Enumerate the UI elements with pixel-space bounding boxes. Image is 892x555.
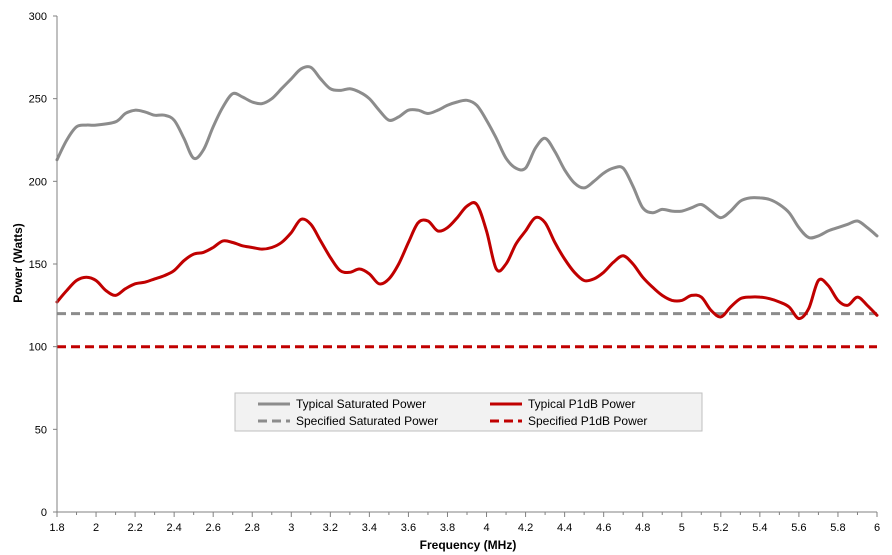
x-tick-label: 2.6 — [206, 522, 221, 534]
y-axis-ticks: 0 50 100 150 200 250 300 — [29, 11, 57, 519]
x-tick-label: 4.2 — [518, 522, 533, 534]
x-axis-title: Frequency (MHz) — [420, 538, 517, 552]
legend-label-typical-p1db-power: Typical P1dB Power — [528, 397, 635, 411]
x-tick-label: 3 — [288, 522, 294, 534]
x-tick-label: 1.8 — [49, 522, 64, 534]
legend-label-typical-saturated-power: Typical Saturated Power — [296, 397, 426, 411]
x-tick-label: 5.6 — [791, 522, 806, 534]
x-tick-label: 2 — [93, 522, 99, 534]
x-tick-label: 4.8 — [635, 522, 650, 534]
x-tick-label: 2.2 — [127, 522, 142, 534]
legend-box — [234, 392, 703, 432]
x-tick-label: 4 — [483, 522, 489, 534]
x-tick-label: 4.6 — [596, 522, 611, 534]
x-axis-ticks: 1.8 2 2.2 2.4 2.6 2.8 3 3.2 3.4 3.6 3.8 4 4.2 4.4 4.6 4… — [49, 512, 880, 534]
x-tick-label: 4.4 — [557, 522, 572, 534]
y-tick-label: 300 — [29, 11, 47, 23]
y-tick-label: 200 — [29, 176, 47, 188]
x-tick-label: 2.8 — [245, 522, 260, 534]
x-tick-label: 3.4 — [362, 522, 377, 534]
x-tick-label: 3.8 — [440, 522, 455, 534]
y-axis-title: Power (Watts) — [11, 223, 25, 303]
y-tick-label: 150 — [29, 259, 47, 271]
x-tick-label: 5.8 — [830, 522, 845, 534]
series-line-typical-saturated-power — [55, 65, 879, 240]
x-tick-label: 3.2 — [323, 522, 338, 534]
x-tick-label: 5.4 — [752, 522, 767, 534]
x-tick-label: 6 — [874, 522, 880, 534]
x-tick-label: 3.6 — [401, 522, 416, 534]
x-tick-label: 5 — [679, 522, 685, 534]
y-tick-label: 100 — [29, 342, 47, 354]
series-line-typical-p1db-power — [55, 201, 879, 321]
y-tick-label: 50 — [35, 424, 47, 436]
legend-label-specified-p1db-power: Specified P1dB Power — [528, 414, 647, 428]
y-tick-label: 0 — [41, 507, 47, 519]
y-tick-label: 250 — [29, 94, 47, 106]
x-tick-label: 2.4 — [166, 522, 181, 534]
series-layer — [55, 65, 879, 349]
legend-label-specified-saturated-power: Specified Saturated Power — [296, 414, 438, 428]
legend: Typical Saturated Power Typical P1dB Powe… — [234, 392, 703, 432]
x-tick-label: 5.2 — [713, 522, 728, 534]
